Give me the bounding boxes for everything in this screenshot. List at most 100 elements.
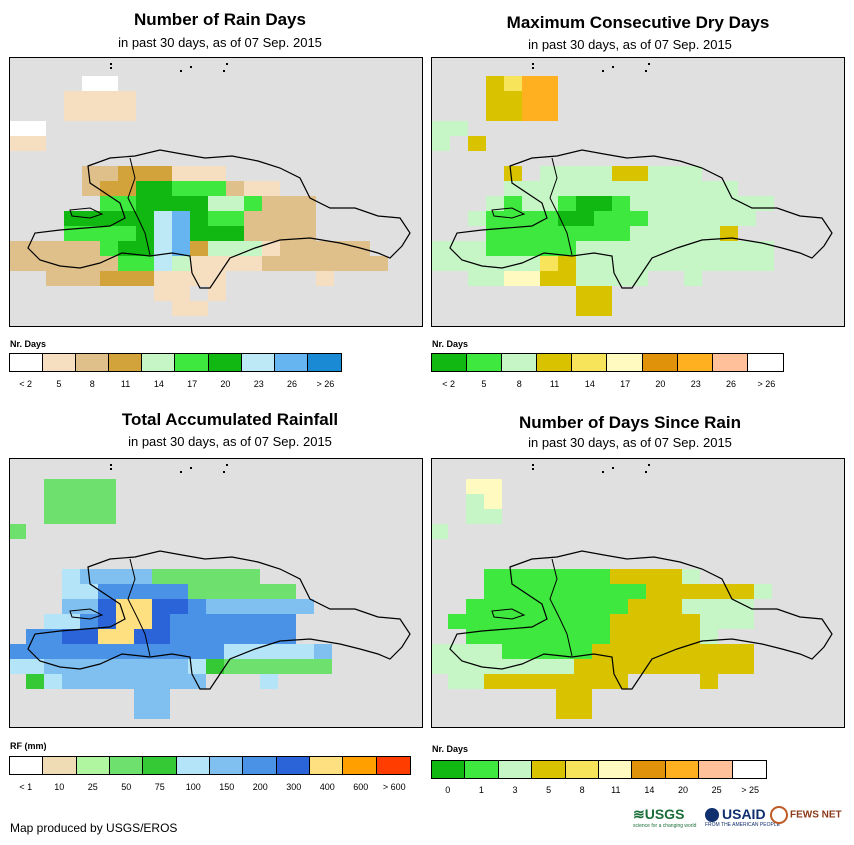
grid-cell xyxy=(468,241,486,256)
grid-cell xyxy=(684,226,702,241)
grid-cell xyxy=(448,659,466,674)
grid-cell xyxy=(702,226,720,241)
grid-cell xyxy=(666,226,684,241)
grid-cell xyxy=(700,674,718,689)
grid-cell xyxy=(700,584,718,599)
grid-cell xyxy=(298,211,316,226)
grid-cell xyxy=(262,181,280,196)
islet xyxy=(612,66,614,68)
grid-cell xyxy=(278,584,296,599)
grid-cell xyxy=(100,241,118,256)
grid-cell xyxy=(262,196,280,211)
grid-cell xyxy=(152,704,170,719)
grid-cell xyxy=(594,166,612,181)
grid-cell xyxy=(574,704,592,719)
legend-swatch xyxy=(677,354,713,371)
grid-cell xyxy=(244,256,262,271)
grid-cell xyxy=(540,181,558,196)
grid-cell xyxy=(612,181,630,196)
grid-cell xyxy=(136,256,154,271)
grid-cell xyxy=(100,271,118,286)
rainfall-grid xyxy=(10,464,411,719)
legend-title-dry-days: Nr. Days xyxy=(432,339,469,349)
panel-subtitle-dry-days: in past 30 days, as of 07 Sep. 2015 xyxy=(528,37,732,52)
grid-cell xyxy=(28,121,46,136)
grid-cell xyxy=(44,674,62,689)
grid-cell xyxy=(188,584,206,599)
grid-cell xyxy=(558,241,576,256)
grid-cell xyxy=(448,644,466,659)
grid-cell xyxy=(244,211,262,226)
dry-days-grid xyxy=(432,63,833,316)
grid-cell xyxy=(172,301,190,316)
grid-cell xyxy=(134,674,152,689)
grid-cell xyxy=(540,226,558,241)
legend-swatch xyxy=(276,757,310,774)
grid-cell xyxy=(628,584,646,599)
grid-cell xyxy=(100,181,118,196)
map-days-since-rain xyxy=(431,458,845,728)
grid-cell xyxy=(10,659,26,674)
grid-cell xyxy=(280,226,298,241)
islet xyxy=(110,468,112,470)
grid-cell xyxy=(226,196,244,211)
grid-cell xyxy=(448,614,466,629)
grid-cell xyxy=(134,599,152,614)
legend-swatch xyxy=(243,757,277,774)
grid-cell xyxy=(98,629,116,644)
grid-cell xyxy=(520,569,538,584)
grid-cell xyxy=(188,614,206,629)
grid-cell xyxy=(80,479,98,494)
grid-cell xyxy=(154,166,172,181)
grid-cell xyxy=(720,226,738,241)
panel-title-rainfall: Total Accumulated Rainfall xyxy=(121,410,339,429)
grid-cell xyxy=(594,226,612,241)
grid-cell xyxy=(82,271,100,286)
grid-cell xyxy=(432,256,450,271)
grid-cell xyxy=(118,241,136,256)
grid-cell xyxy=(484,569,502,584)
grid-cell xyxy=(486,256,504,271)
grid-cell xyxy=(100,106,118,121)
grid-cell xyxy=(170,584,188,599)
grid-cell xyxy=(82,181,100,196)
legend-swatch xyxy=(241,354,275,371)
footer-credit: Map produced by USGS/EROS xyxy=(10,821,178,835)
grid-cell xyxy=(520,644,538,659)
usaid-seal-icon xyxy=(705,808,719,823)
grid-cell xyxy=(648,241,666,256)
grid-cell xyxy=(208,166,226,181)
grid-cell xyxy=(612,196,630,211)
grid-cell xyxy=(188,599,206,614)
grid-cell xyxy=(522,196,540,211)
grid-cell xyxy=(756,256,774,271)
gonave-island-outline xyxy=(69,608,104,620)
grid-cell xyxy=(486,241,504,256)
panel-title-rain-days: Number of Rain Days xyxy=(134,10,306,29)
grid-cell xyxy=(594,286,612,301)
grid-cell xyxy=(118,256,136,271)
grid-cell xyxy=(80,509,98,524)
grid-cell xyxy=(188,569,206,584)
panel-subtitle-days-since-rain: in past 30 days, as of 07 Sep. 2015 xyxy=(528,435,732,450)
panel-title-dry-days: Maximum Consecutive Dry Days xyxy=(506,13,770,32)
grid-cell xyxy=(756,196,774,211)
grid-cell xyxy=(484,659,502,674)
grid-cell xyxy=(592,629,610,644)
legend-label: 600 xyxy=(353,782,369,792)
grid-cell xyxy=(46,271,64,286)
grid-cell xyxy=(98,644,116,659)
grid-cell xyxy=(296,599,314,614)
grid-cell xyxy=(718,584,736,599)
legend-label: 150 xyxy=(219,782,235,792)
grid-cell xyxy=(432,136,450,151)
grid-cell xyxy=(280,241,298,256)
grid-cell xyxy=(538,569,556,584)
grid-cell xyxy=(208,211,226,226)
haiti-dr-border xyxy=(549,157,573,256)
grid-cell xyxy=(208,256,226,271)
grid-cell xyxy=(280,256,298,271)
legend-label: 26 xyxy=(287,379,298,389)
grid-cell xyxy=(504,271,522,286)
grid-cell xyxy=(540,196,558,211)
